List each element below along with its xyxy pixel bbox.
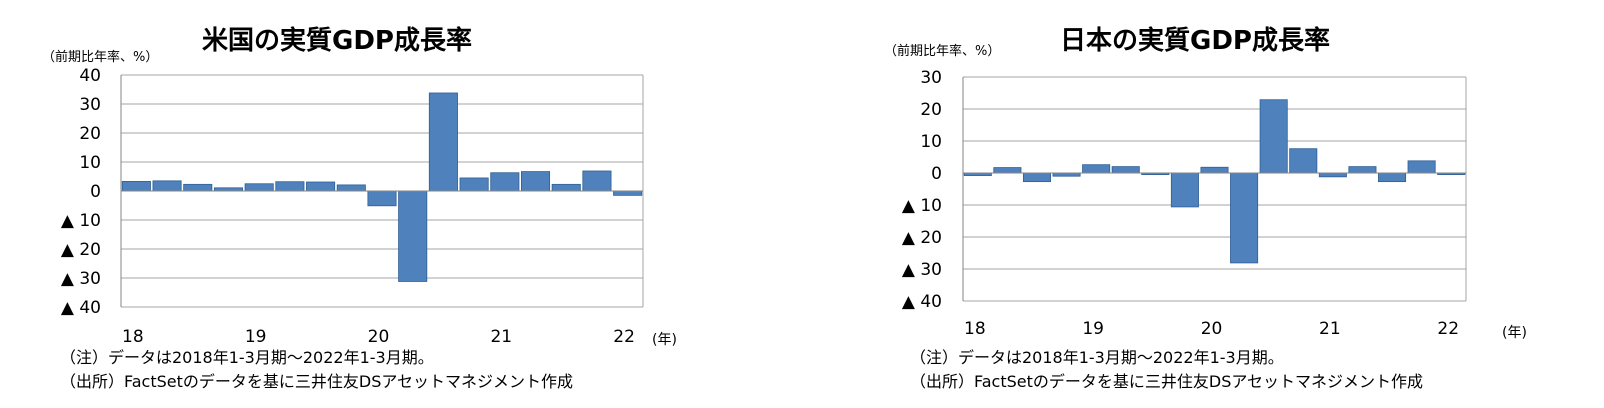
us-gdp-bar-chart: 40 30 20 10 0 ▲ 10 ▲ 20 ▲ 30 ▲ 40 18 19 20 21 22 [61, 66, 644, 347]
data-bar [521, 171, 551, 192]
y-tick-label: 10 [920, 132, 942, 152]
data-bar [490, 172, 520, 192]
chart-title: 米国の実質GDP成長率 [202, 26, 472, 56]
y-tick-label: ▲ 40 [902, 292, 942, 312]
y-tick-label: ▲ 30 [902, 260, 942, 280]
y-tick-label: ▲ 10 [61, 211, 101, 231]
japan-gdp-bar-chart: 30 20 10 0 ▲ 10 ▲ 20 ▲ 30 ▲ 40 18 19 20 21 22 [902, 68, 1467, 339]
data-bar [183, 183, 213, 192]
data-bar [152, 180, 182, 192]
y-tick-label: ▲ 10 [902, 196, 942, 216]
data-bar [306, 181, 336, 192]
y-tick-label: ▲ 20 [902, 228, 942, 248]
data-bar [398, 190, 428, 282]
footnote-source: （出所）FactSetのデータを基に三井住友DSアセットマネジメント作成 [910, 372, 1424, 391]
y-tick-label: ▲ 20 [61, 240, 101, 260]
footnote-source: （出所）FactSetのデータを基に三井住友DSアセットマネジメント作成 [60, 372, 574, 391]
x-tick-label: 19 [1082, 319, 1104, 339]
data-bar [613, 190, 643, 196]
y-tick-label: ▲ 30 [61, 269, 101, 289]
data-bar [1082, 164, 1111, 174]
y-tick-label: 10 [79, 153, 101, 173]
x-tick-label: 18 [964, 319, 986, 339]
y-tick-label: 20 [79, 124, 101, 144]
y-tick-label: 40 [79, 66, 101, 86]
japan-gdp-chart-panel: 日本の実質GDP成長率 （前期比年率、%） 30 20 10 0 ▲ 10 ▲ 20 ▲ 3… [802, 0, 1604, 408]
data-bar [551, 183, 581, 192]
data-bar [121, 181, 151, 192]
x-tick-label: 21 [1319, 319, 1341, 339]
y-tick-label: 30 [920, 68, 942, 88]
y-tick-label: 30 [79, 95, 101, 115]
data-bar [582, 170, 612, 192]
us-gdp-chart-panel: 米国の実質GDP成長率 （前期比年率、%） 40 30 20 10 0 ▲ 10 ▲ 20 ▲… [42, 26, 677, 391]
y-tick-label: 0 [931, 164, 942, 184]
x-unit-label: (年) [652, 332, 677, 348]
x-tick-label: 21 [490, 327, 512, 347]
y-tick-label: 20 [920, 100, 942, 120]
data-bar [993, 167, 1022, 174]
data-bar [1230, 172, 1259, 264]
y-unit-label: （前期比年率、%） [884, 44, 1001, 59]
data-bar [336, 184, 366, 192]
y-tick-label: ▲ 40 [61, 298, 101, 318]
data-bar [1318, 172, 1347, 178]
y-unit-label: （前期比年率、%） [42, 50, 159, 65]
x-tick-label: 18 [122, 327, 144, 347]
data-bar [275, 181, 305, 192]
data-bar [1348, 166, 1377, 174]
data-bar [1289, 148, 1318, 174]
x-tick-label: 22 [613, 327, 635, 347]
data-bar [367, 190, 397, 207]
footnote-note: （注）データは2018年1-3月期～2022年1-3月期。 [910, 348, 1284, 367]
data-bar [1111, 166, 1140, 174]
data-bar [459, 177, 489, 192]
footnote-note: （注）データは2018年1-3月期～2022年1-3月期。 [60, 348, 434, 367]
data-bar [1022, 172, 1051, 183]
data-bar [244, 183, 274, 192]
x-unit-label: (年) [1502, 325, 1527, 341]
data-bar [428, 92, 458, 192]
chart-title: 日本の実質GDP成長率 [1060, 26, 1330, 56]
data-bar [1170, 172, 1199, 208]
data-bar [1259, 99, 1288, 174]
x-tick-label: 19 [245, 327, 267, 347]
x-tick-label: 20 [368, 327, 390, 347]
x-tick-label: 22 [1437, 319, 1459, 339]
data-bar [1407, 160, 1436, 174]
x-tick-label: 20 [1201, 319, 1223, 339]
data-bar [1200, 166, 1229, 174]
data-bar [1378, 172, 1407, 183]
y-tick-label: 0 [90, 182, 101, 202]
